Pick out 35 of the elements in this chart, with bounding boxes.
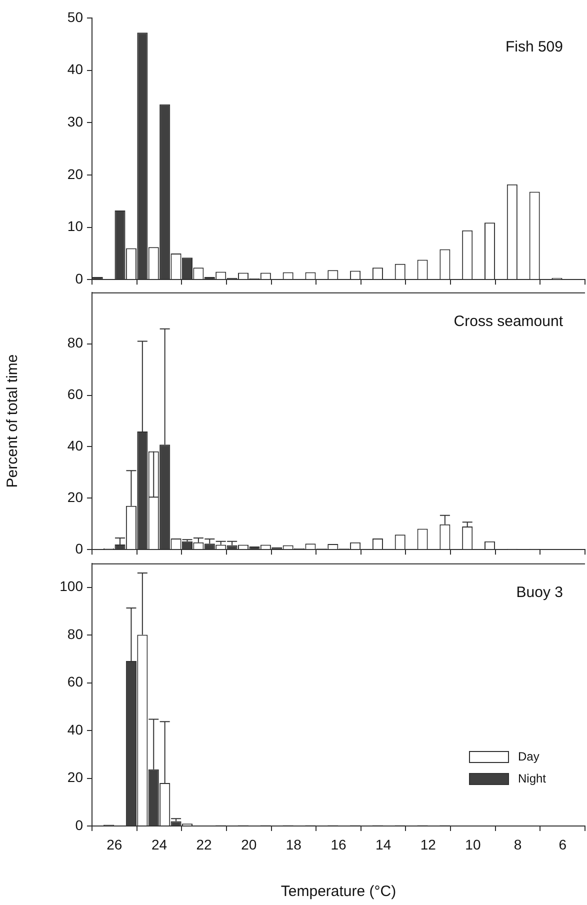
y-tick-label: 20 bbox=[67, 769, 84, 786]
legend-label: Night bbox=[518, 771, 547, 786]
x-tick-label: 10 bbox=[465, 836, 481, 852]
y-tick-label: 20 bbox=[67, 489, 84, 506]
x-tick-label: 6 bbox=[558, 836, 567, 852]
y-tick-label: 80 bbox=[67, 334, 84, 351]
y-tick-label: 10 bbox=[67, 218, 84, 234]
x-tick-label: 16 bbox=[330, 836, 346, 852]
y-tick-label: 60 bbox=[67, 674, 84, 690]
legend-label: Day bbox=[518, 749, 540, 764]
y-tick-label: 50 bbox=[67, 8, 84, 25]
text: Cross seamount bbox=[454, 313, 564, 330]
y-tick-label: 100 bbox=[60, 578, 84, 594]
y-tick-label: 80 bbox=[67, 626, 84, 642]
x-tick-label: 18 bbox=[286, 836, 302, 852]
text: Fish 509 bbox=[505, 38, 563, 56]
y-tick-label: 0 bbox=[75, 540, 84, 556]
x-tick-label: 24 bbox=[151, 836, 168, 852]
x-tick-label: 22 bbox=[196, 836, 212, 852]
x-tick-label: 8 bbox=[514, 836, 522, 852]
y-tick-label: 40 bbox=[67, 438, 84, 454]
y-tick-label: 40 bbox=[67, 61, 84, 78]
y-tick-label: 60 bbox=[67, 386, 84, 402]
y-tick-label: 0 bbox=[75, 816, 84, 833]
x-tick-label: 12 bbox=[420, 836, 436, 852]
y-tick-label: 20 bbox=[67, 166, 84, 182]
y-tick-label: 40 bbox=[67, 721, 84, 738]
y-tick-label: 30 bbox=[67, 114, 84, 130]
x-tick-label: 26 bbox=[106, 836, 122, 852]
x-axis-title: Temperature (°C) bbox=[280, 883, 396, 900]
y-tick-label: 0 bbox=[75, 270, 84, 286]
x-tick-label: 14 bbox=[376, 836, 392, 852]
text: Buoy 3 bbox=[516, 584, 563, 602]
x-tick-label: 20 bbox=[241, 836, 257, 852]
y-axis-title: Percent of total time bbox=[4, 354, 22, 488]
